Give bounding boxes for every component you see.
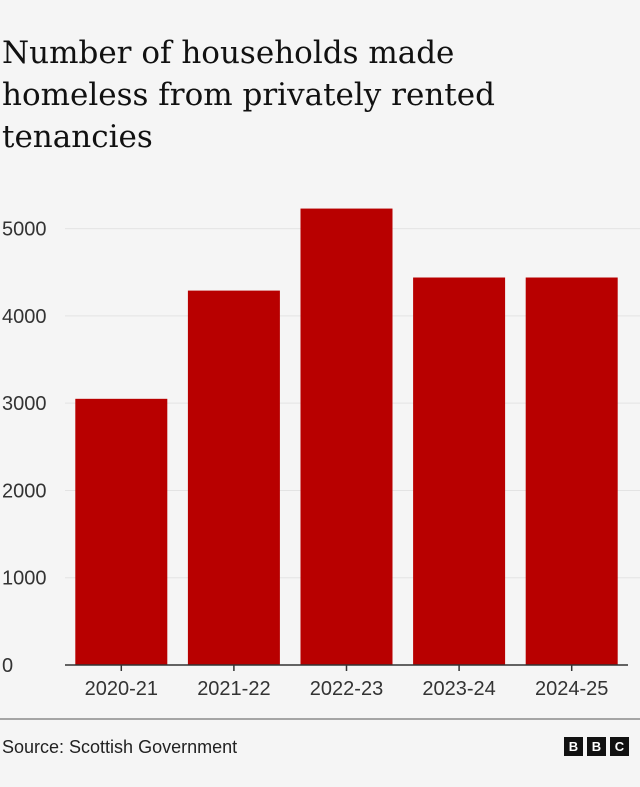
- bar-2022-23: [300, 208, 393, 665]
- chart-title-line-3: tenancies: [2, 119, 153, 155]
- bar-2020-21: [75, 398, 168, 665]
- y-tick-label-1000: 1000: [2, 568, 47, 590]
- x-tick-label-2023-24: 2023-24: [422, 678, 495, 700]
- bbc-logo: B B C: [564, 737, 629, 756]
- y-tick-label-0: 0: [2, 655, 13, 677]
- bbc-logo-box-1: [564, 737, 583, 756]
- bars: [75, 208, 618, 665]
- bbc-logo-letter-3: C: [615, 739, 625, 754]
- chart-title-line-2: homeless from privately rented: [2, 77, 495, 113]
- bar-2021-22: [187, 290, 280, 665]
- bbc-logo-letter-2: B: [592, 739, 601, 754]
- x-tick-label-2021-22: 2021-22: [197, 678, 270, 700]
- bbc-logo-box-3: [610, 737, 629, 756]
- chart-title-line-1: Number of households made: [2, 35, 454, 71]
- y-tick-label-3000: 3000: [2, 393, 47, 415]
- y-tick-label-4000: 4000: [2, 306, 47, 328]
- source-text: Source: Scottish Government: [2, 737, 237, 757]
- y-tick-label-5000: 5000: [2, 219, 47, 241]
- bbc-logo-box-2: [587, 737, 606, 756]
- chart-title: Number of households made homeless from …: [2, 35, 495, 155]
- bbc-logo-letter-1: B: [569, 739, 578, 754]
- x-tick-label-2022-23: 2022-23: [310, 678, 383, 700]
- bar-2023-24: [413, 277, 506, 665]
- y-tick-label-2000: 2000: [2, 480, 47, 502]
- bar-2024-25: [525, 277, 618, 665]
- y-axis-tick-labels: 0 1000 2000 3000 4000 5000: [2, 219, 47, 677]
- x-tick-label-2024-25: 2024-25: [535, 678, 608, 700]
- x-tick-label-2020-21: 2020-21: [85, 678, 158, 700]
- x-axis-tick-labels: 2020-21 2021-22 2022-23 2023-24 2024-25: [85, 665, 608, 700]
